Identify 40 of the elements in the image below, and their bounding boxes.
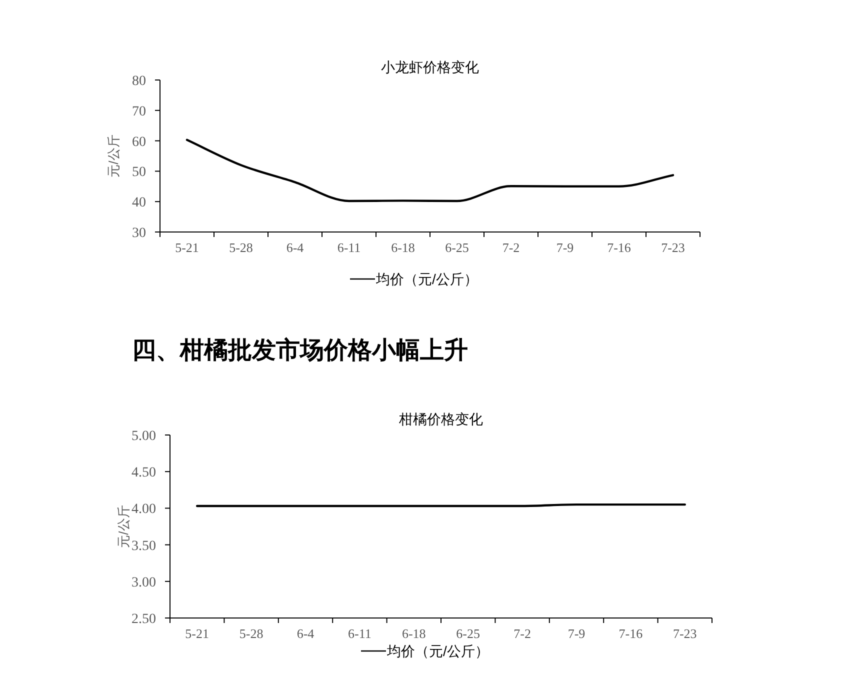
- y-tick-label: 3.50: [132, 538, 156, 554]
- x-tick-label: 6-25: [456, 626, 480, 641]
- x-tick-label: 6-11: [348, 626, 372, 641]
- y-axis-title: 元/公斤: [106, 134, 121, 178]
- x-tick-label: 5-28: [229, 240, 253, 255]
- y-axis-title: 元/公斤: [116, 505, 131, 548]
- legend-label: 均价（元/公斤）: [375, 271, 478, 287]
- x-tick-label: 5-21: [185, 626, 210, 641]
- chart-title: 柑橘价格变化: [398, 411, 483, 427]
- x-tick-label: 6-18: [402, 626, 426, 641]
- x-tick-label: 7-16: [607, 240, 632, 255]
- y-tick-label: 4.50: [132, 466, 156, 481]
- y-tick-label: 30: [132, 226, 146, 241]
- x-tick-label: 6-11: [337, 240, 361, 255]
- x-tick-label: 7-23: [672, 626, 697, 641]
- x-tick-label: 6-25: [445, 240, 469, 255]
- y-tick-label: 4.00: [132, 502, 156, 518]
- y-tick-label: 60: [132, 134, 146, 150]
- x-tick-label: 5-21: [175, 240, 199, 255]
- x-tick-label: 7-9: [556, 240, 574, 255]
- x-tick-label: 7-16: [618, 626, 644, 641]
- y-tick-label: 3.00: [132, 575, 156, 590]
- y-tick-label: 50: [132, 165, 146, 180]
- y-tick-label: 40: [132, 196, 146, 211]
- x-tick-label: 7-9: [568, 626, 586, 641]
- legend-label: 均价（元/公斤）: [386, 643, 489, 659]
- y-tick-label: 80: [132, 74, 146, 89]
- x-tick-label: 6-4: [296, 626, 315, 641]
- x-tick-label: 7-2: [502, 240, 520, 255]
- y-tick-label: 5.00: [132, 429, 156, 444]
- x-tick-label: 6-4: [286, 240, 304, 255]
- chart-title: 小龙虾价格变化: [381, 59, 479, 75]
- x-tick-label: 5-28: [239, 626, 264, 641]
- x-tick-label: 6-18: [391, 240, 415, 255]
- x-tick-label: 7-23: [661, 240, 685, 255]
- text: 四、柑橘批发市场价格小幅上升: [132, 337, 468, 364]
- line-series: [186, 138, 674, 202]
- y-tick-label: 70: [132, 104, 146, 120]
- x-tick-label: 7-2: [514, 626, 531, 641]
- y-tick-label: 2.50: [132, 612, 156, 627]
